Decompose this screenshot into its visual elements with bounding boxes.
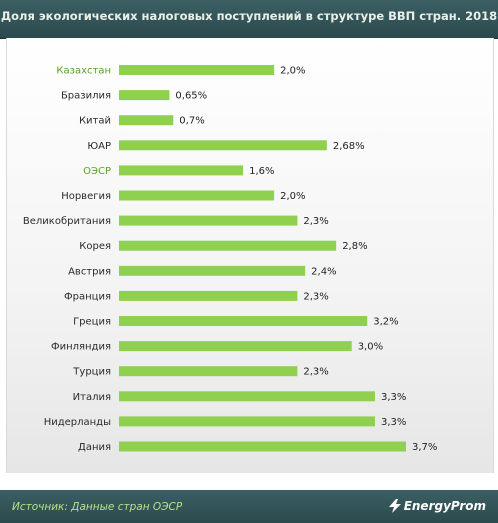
bar (119, 290, 298, 301)
bar (119, 165, 244, 176)
value-label: 2,4% (311, 266, 336, 277)
bar (119, 441, 406, 452)
brand-name: EnergyProm (403, 499, 486, 513)
bar (119, 391, 375, 402)
category-label: Греция (73, 317, 111, 328)
title-bar: Доля экологических налоговых поступлений… (0, 0, 498, 39)
category-label: ЮАР (87, 141, 111, 152)
value-label: 2,0% (280, 66, 305, 77)
value-label: 1,6% (249, 166, 274, 177)
bar-chart: Казахстан 2,0% Бразилия 0,65% Китай 0,7% ЮАР 2,… (23, 65, 437, 453)
category-label: Турция (72, 367, 111, 378)
category-label: Нидерланды (44, 417, 111, 428)
bar (119, 316, 368, 326)
category-label: Финляндия (51, 342, 111, 353)
value-label: 2,68% (333, 141, 365, 152)
bar (119, 90, 170, 101)
category-label: Австрия (68, 266, 111, 277)
value-label: 2,3% (303, 367, 328, 378)
category-label: Великобритания (23, 216, 111, 227)
value-label: 3,7% (412, 442, 437, 453)
value-label: 2,3% (303, 291, 328, 302)
value-label: 3,3% (381, 392, 406, 403)
bar (119, 215, 298, 226)
value-label: 3,2% (373, 317, 398, 328)
value-label: 2,3% (303, 216, 328, 227)
value-label: 0,7% (179, 116, 204, 127)
bar (119, 115, 174, 126)
bar (119, 190, 275, 201)
value-label: 3,0% (358, 342, 383, 353)
footer-bar: Источник: Данные стран ОЭСР EnergyProm (0, 490, 498, 523)
category-label: Франция (64, 291, 111, 302)
bar (119, 366, 298, 377)
bar (119, 140, 327, 151)
value-label: 2,0% (280, 191, 305, 202)
category-label: Дания (78, 442, 111, 453)
value-label: 0,65% (175, 91, 207, 102)
source-note: Источник: Данные стран ОЭСР (12, 501, 183, 513)
category-label: Норвегия (61, 191, 111, 202)
category-label: Италия (73, 392, 111, 403)
category-label: Бразилия (61, 91, 111, 102)
bar (119, 416, 375, 427)
value-label: 3,3% (381, 417, 406, 428)
bar (119, 240, 337, 251)
bar (119, 341, 352, 352)
bar (119, 265, 306, 276)
chart-title: Доля экологических налоговых поступлений… (0, 9, 498, 23)
category-label: ОЭСР (83, 166, 111, 177)
category-label: Казахстан (56, 66, 111, 77)
bar (119, 65, 275, 75)
category-label: Корея (79, 241, 111, 252)
value-label: 2,8% (342, 241, 367, 252)
energyprom-logo-icon (389, 499, 401, 513)
plot-area: Казахстан 2,0% Бразилия 0,65% Китай 0,7% ЮАР 2,… (6, 38, 494, 473)
category-label: Китай (79, 116, 111, 127)
